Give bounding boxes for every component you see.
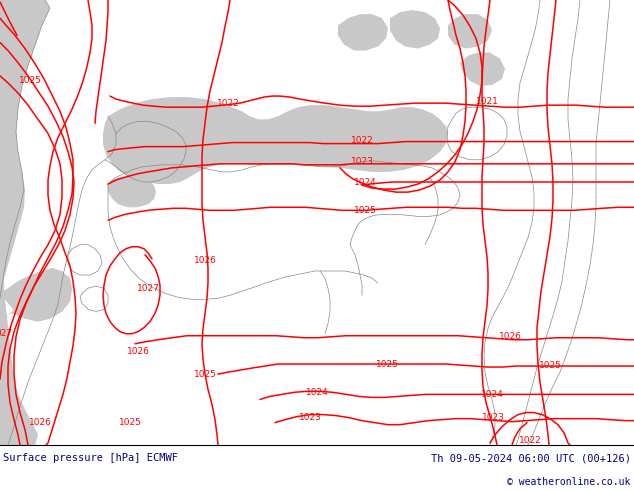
Text: Th 09-05-2024 06:00 UTC (00+126): Th 09-05-2024 06:00 UTC (00+126) [431, 453, 631, 464]
Text: 1025: 1025 [354, 206, 377, 215]
Text: © weatheronline.co.uk: © weatheronline.co.uk [507, 477, 631, 487]
Text: 1023: 1023 [351, 157, 373, 166]
Polygon shape [390, 10, 440, 49]
Text: 1025: 1025 [193, 369, 216, 379]
Text: 1025: 1025 [119, 418, 141, 427]
Text: 1025: 1025 [375, 360, 398, 368]
Text: 1025: 1025 [18, 76, 41, 85]
Text: 1024: 1024 [481, 390, 503, 399]
Text: 1026: 1026 [29, 418, 51, 427]
Text: 1026: 1026 [127, 347, 150, 356]
Polygon shape [338, 14, 388, 50]
Polygon shape [108, 176, 156, 207]
Text: 1023: 1023 [482, 413, 505, 422]
Text: 1024: 1024 [306, 388, 328, 397]
Polygon shape [0, 0, 45, 445]
Text: 1026: 1026 [193, 256, 216, 266]
Polygon shape [103, 97, 448, 184]
Text: 1027: 1027 [136, 284, 159, 293]
Text: 1025: 1025 [538, 361, 562, 369]
Text: 027: 027 [0, 329, 13, 338]
Polygon shape [0, 0, 50, 293]
Polygon shape [0, 268, 72, 321]
Text: 1026: 1026 [498, 332, 521, 341]
Text: 1022: 1022 [351, 136, 373, 145]
Text: Surface pressure [hPa] ECMWF: Surface pressure [hPa] ECMWF [3, 453, 178, 464]
Text: 1021: 1021 [476, 97, 498, 106]
Polygon shape [0, 268, 72, 321]
Polygon shape [448, 14, 492, 49]
Polygon shape [460, 52, 505, 86]
Text: 1024: 1024 [354, 177, 377, 187]
Text: 1022: 1022 [519, 437, 541, 445]
Text: 1022: 1022 [217, 98, 240, 108]
Text: 1023: 1023 [299, 413, 321, 422]
